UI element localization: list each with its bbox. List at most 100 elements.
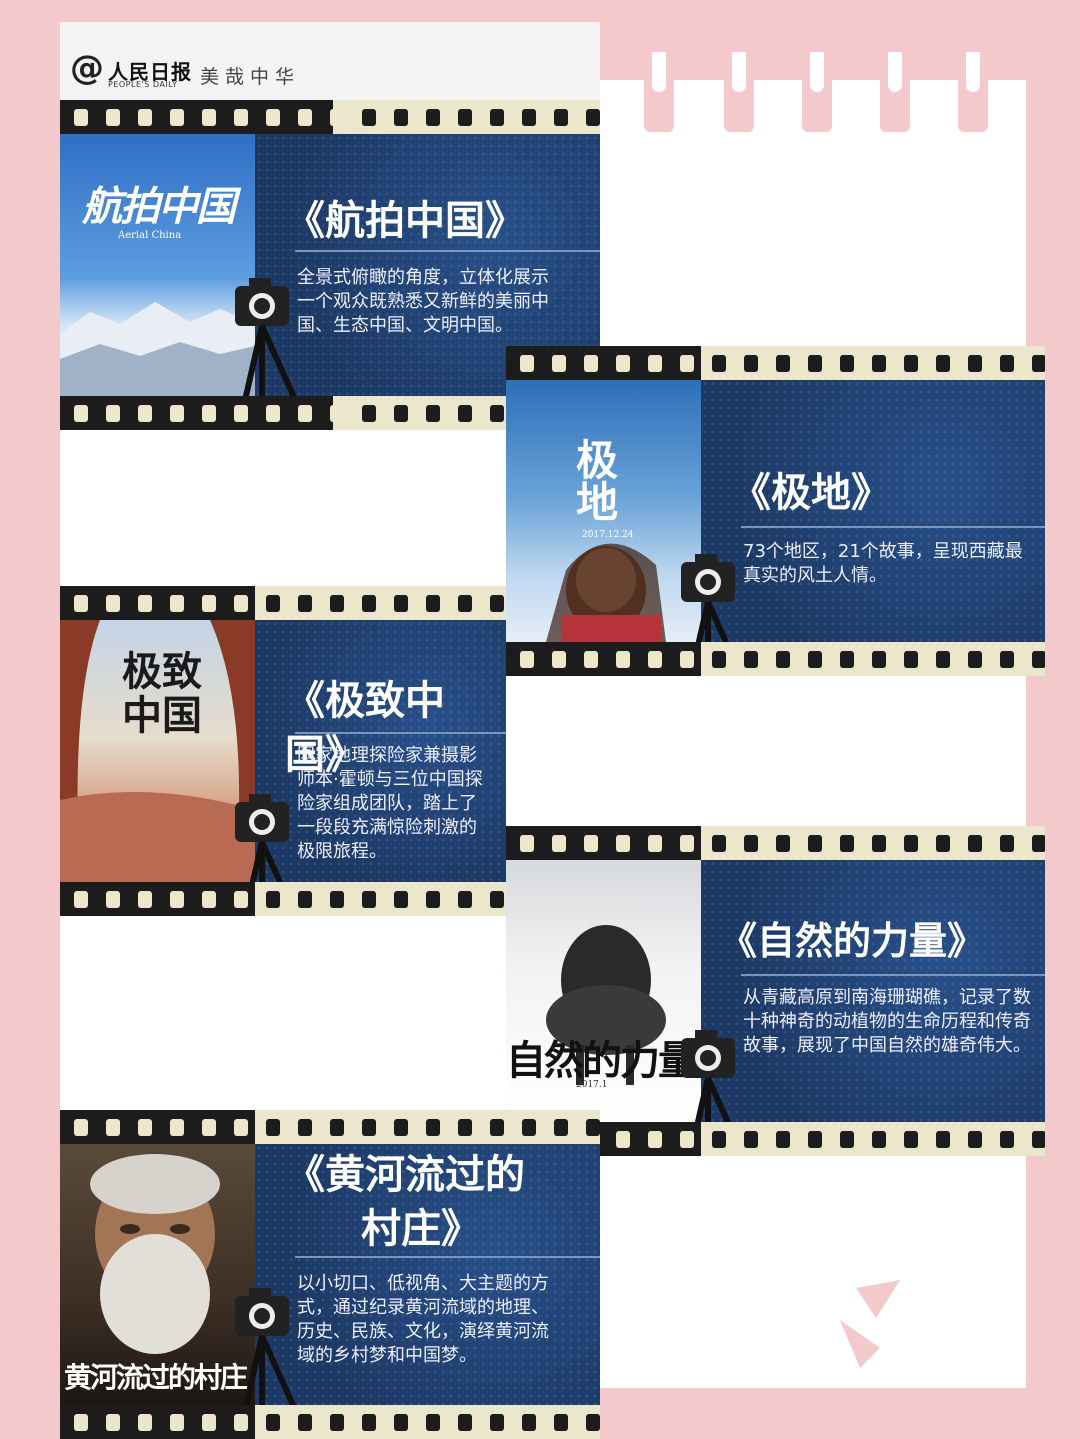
sprocket-hole (74, 891, 88, 908)
card-description: 国家地理探险家兼摄影师本·霍顿与三位中国探险家组成团队，踏上了一段段充满惊险刺激… (297, 745, 483, 862)
sprocket-hole (106, 595, 120, 612)
sprocket-hole (712, 835, 726, 852)
sprocket-hole (520, 835, 534, 852)
divider (295, 1256, 600, 1258)
sprocket-hole (840, 355, 854, 372)
sprocket-hole (266, 1414, 280, 1431)
publisher-header: @ 人民日报 PEOPLE'S DAILY 美哉中华 (60, 22, 600, 100)
divider (741, 526, 1045, 528)
sprocket-hole (458, 891, 472, 908)
binder-ring (802, 52, 832, 132)
sprocket-hole (808, 355, 822, 372)
sprocket-hole (298, 891, 312, 908)
sprocket-hole (170, 1414, 184, 1431)
sprocket-hole (362, 891, 376, 908)
sprocket-hole (712, 651, 726, 668)
sprocket-hole (426, 1414, 440, 1431)
sprocket-hole (840, 651, 854, 668)
documentary-card: 极致中国 《极致中国》 国家地理探险家兼摄影师本·霍顿与三位中国探险家组成团队，… (60, 586, 506, 916)
sprocket-hole (362, 1119, 376, 1136)
sprocket-hole (106, 405, 120, 422)
sprocket-hole (138, 1119, 152, 1136)
poster-title: 自然的力量 (506, 1037, 698, 1084)
sprocket-hole (1000, 355, 1014, 372)
sprocket-hole (362, 405, 376, 422)
poster-image: 极地 2017.12.24 (506, 380, 701, 642)
sprocket-hole (74, 1119, 88, 1136)
sprocket-hole (138, 405, 152, 422)
sprocket-hole (74, 405, 88, 422)
info-panel: 《极地》 73个地区，21个故事，呈现西藏最真实的风土人情。 (681, 380, 1045, 676)
sprocket-hole (74, 595, 88, 612)
sprocket-hole (648, 355, 662, 372)
sprocket-hole (330, 1414, 344, 1431)
sprocket-hole (298, 109, 312, 126)
sprocket-hole (936, 835, 950, 852)
sprocket-hole (138, 595, 152, 612)
info-panel: 《黄河流过的 村庄》 以小切口、低视角、大主题的方式，通过纪录黄河流域的地理、历… (235, 1144, 600, 1439)
film-strip (60, 100, 600, 134)
brand-subtitle: PEOPLE'S DAILY (108, 80, 178, 89)
sprocket-hole (968, 835, 982, 852)
sprocket-hole (554, 1414, 568, 1431)
sprocket-hole (648, 651, 662, 668)
info-panel: 《极致中国》 国家地理探险家兼摄影师本·霍顿与三位中国探险家组成团队，踏上了一段… (235, 620, 506, 916)
sprocket-hole (266, 405, 280, 422)
sprocket-hole (616, 835, 630, 852)
sprocket-hole (968, 1131, 982, 1148)
sprocket-hole (330, 1119, 344, 1136)
sprocket-hole (170, 1119, 184, 1136)
sprocket-hole (234, 109, 248, 126)
sprocket-hole (776, 355, 790, 372)
sprocket-hole (106, 109, 120, 126)
sprocket-hole (106, 1414, 120, 1431)
sprocket-hole (362, 109, 376, 126)
sprocket-hole (426, 405, 440, 422)
sprocket-hole (330, 891, 344, 908)
sprocket-hole (616, 1131, 630, 1148)
card-title: 《航拍中国》 (285, 197, 525, 244)
sprocket-hole (522, 1414, 536, 1431)
sprocket-hole (202, 595, 216, 612)
sprocket-hole (904, 1131, 918, 1148)
sprocket-hole (362, 595, 376, 612)
sprocket-hole (266, 109, 280, 126)
sprocket-hole (298, 595, 312, 612)
sprocket-hole (394, 405, 408, 422)
documentary-card: 航拍中国 Aerial China 《航拍中国》 全景式俯瞰的角度，立体化展示一… (60, 100, 600, 430)
sprocket-hole (202, 109, 216, 126)
card-description: 73个地区，21个故事，呈现西藏最真实的风土人情。 (743, 541, 1023, 586)
sprocket-hole (138, 1414, 152, 1431)
sprocket-hole (298, 1414, 312, 1431)
sprocket-hole (330, 405, 344, 422)
notepad-paper (600, 80, 1026, 1388)
sprocket-hole (426, 891, 440, 908)
poster-title: 极地 (576, 436, 619, 527)
poster-image: 自然的力量 2017.1 (506, 860, 701, 1122)
sprocket-hole (106, 891, 120, 908)
sprocket-hole (1032, 651, 1045, 668)
card-description: 全景式俯瞰的角度，立体化展示一个观众既熟悉又新鲜的美丽中国、生态中国、文明中国。 (297, 267, 549, 336)
sprocket-hole (298, 1119, 312, 1136)
sprocket-hole (552, 835, 566, 852)
sprocket-hole (680, 355, 694, 372)
sprocket-hole (968, 651, 982, 668)
at-icon: @ (70, 48, 104, 88)
sprocket-hole (74, 109, 88, 126)
film-strip (506, 642, 1045, 676)
sprocket-hole (490, 1414, 504, 1431)
sprocket-hole (584, 835, 598, 852)
sprocket-hole (968, 355, 982, 372)
sprocket-hole (394, 891, 408, 908)
sprocket-hole (1000, 651, 1014, 668)
camera-icon (235, 278, 313, 430)
sprocket-hole (744, 1131, 758, 1148)
sprocket-hole (138, 891, 152, 908)
sprocket-hole (552, 651, 566, 668)
slogan: 美哉中华 (200, 66, 301, 88)
card-title-line1: 《黄河流过的 (285, 1151, 525, 1198)
sprocket-hole (776, 651, 790, 668)
sprocket-hole (808, 1131, 822, 1148)
sprocket-hole (394, 595, 408, 612)
sprocket-hole (712, 355, 726, 372)
